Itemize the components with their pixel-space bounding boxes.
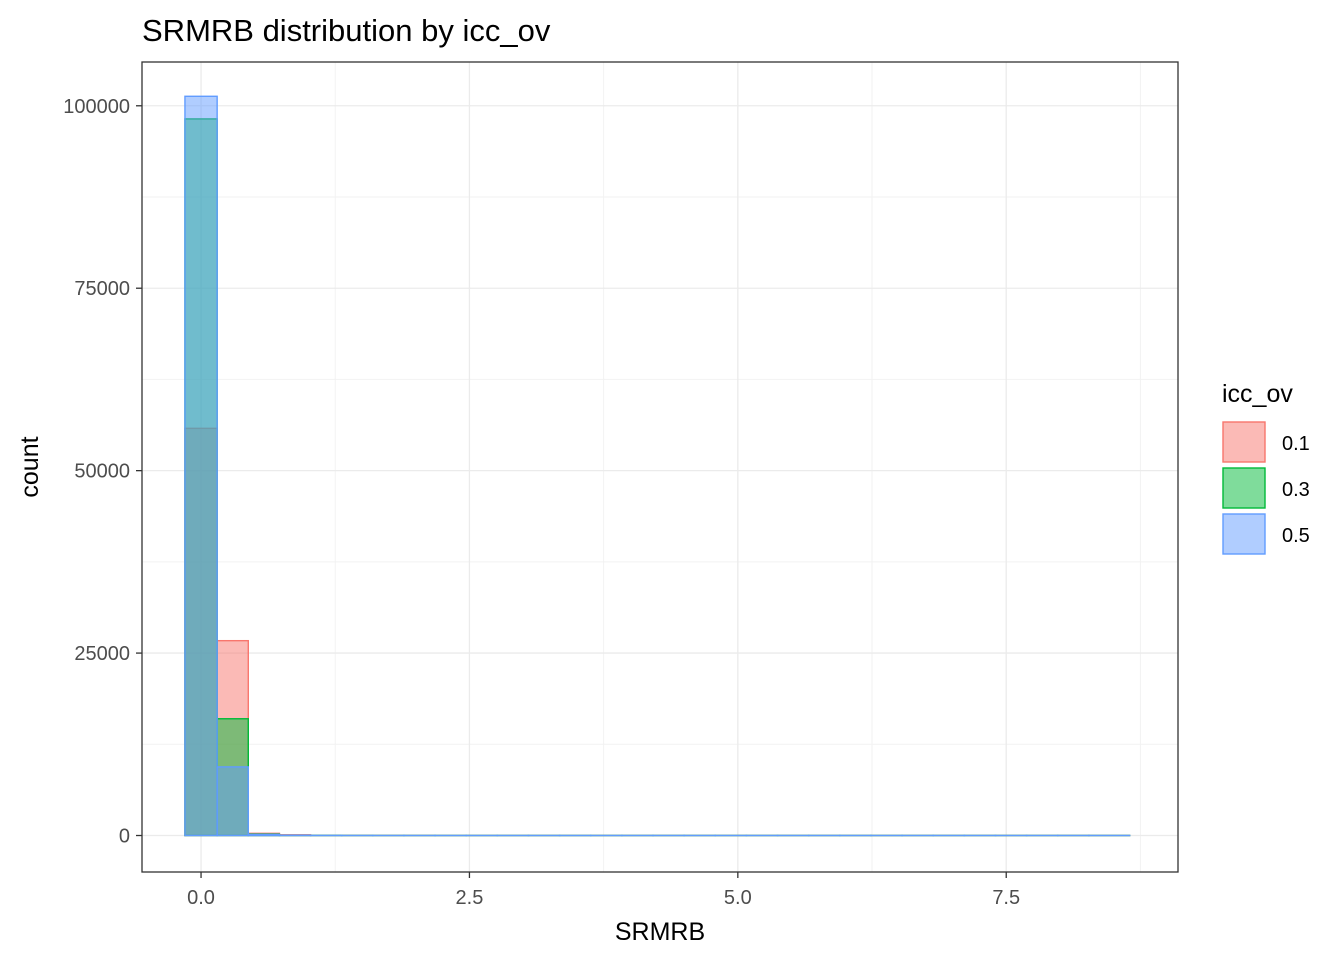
y-tick-label: 0: [119, 826, 130, 848]
panel-border: [141, 61, 1179, 873]
chart-title: SRMRB distribution by icc_ov: [142, 13, 551, 48]
legend: icc_ov 0.1 0.3 0.5: [1222, 380, 1310, 555]
y-tick-label: 25000: [74, 643, 130, 665]
x-tick-label: 5.0: [724, 887, 752, 909]
legend-label: 0.3: [1282, 479, 1310, 501]
panel-background: [142, 62, 1178, 872]
legend-label: 0.1: [1282, 433, 1310, 455]
legend-swatch: [1222, 421, 1266, 463]
x-tick-label: 2.5: [456, 887, 484, 909]
legend-title: icc_ov: [1222, 380, 1293, 408]
legend-item: 0.5: [1222, 513, 1310, 555]
y-tick-label: 100000: [63, 96, 130, 118]
x-axis: 0.0 2.5 5.0 7.5: [187, 872, 1020, 909]
bar: [247, 833, 281, 837]
y-tick-label: 75000: [74, 278, 130, 300]
histogram-bars: [184, 95, 1131, 837]
legend-swatch: [1222, 467, 1266, 509]
y-tick-label: 50000: [74, 461, 130, 483]
x-axis-title: SRMRB: [615, 918, 705, 946]
y-axis: 0 25000 50000 75000 100000: [63, 96, 142, 848]
bar: [184, 95, 218, 837]
legend-swatch: [1222, 513, 1266, 555]
y-axis-title: count: [16, 436, 44, 497]
legend-item: 0.3: [1222, 467, 1310, 509]
series-0.5: [184, 95, 1131, 837]
x-tick-label: 7.5: [992, 887, 1020, 909]
legend-item: 0.1: [1222, 421, 1310, 463]
x-tick-label: 0.0: [187, 887, 215, 909]
bar: [216, 766, 249, 837]
legend-label: 0.5: [1282, 525, 1310, 547]
plot-panel: [141, 61, 1179, 873]
grid-minor: [142, 62, 1178, 872]
